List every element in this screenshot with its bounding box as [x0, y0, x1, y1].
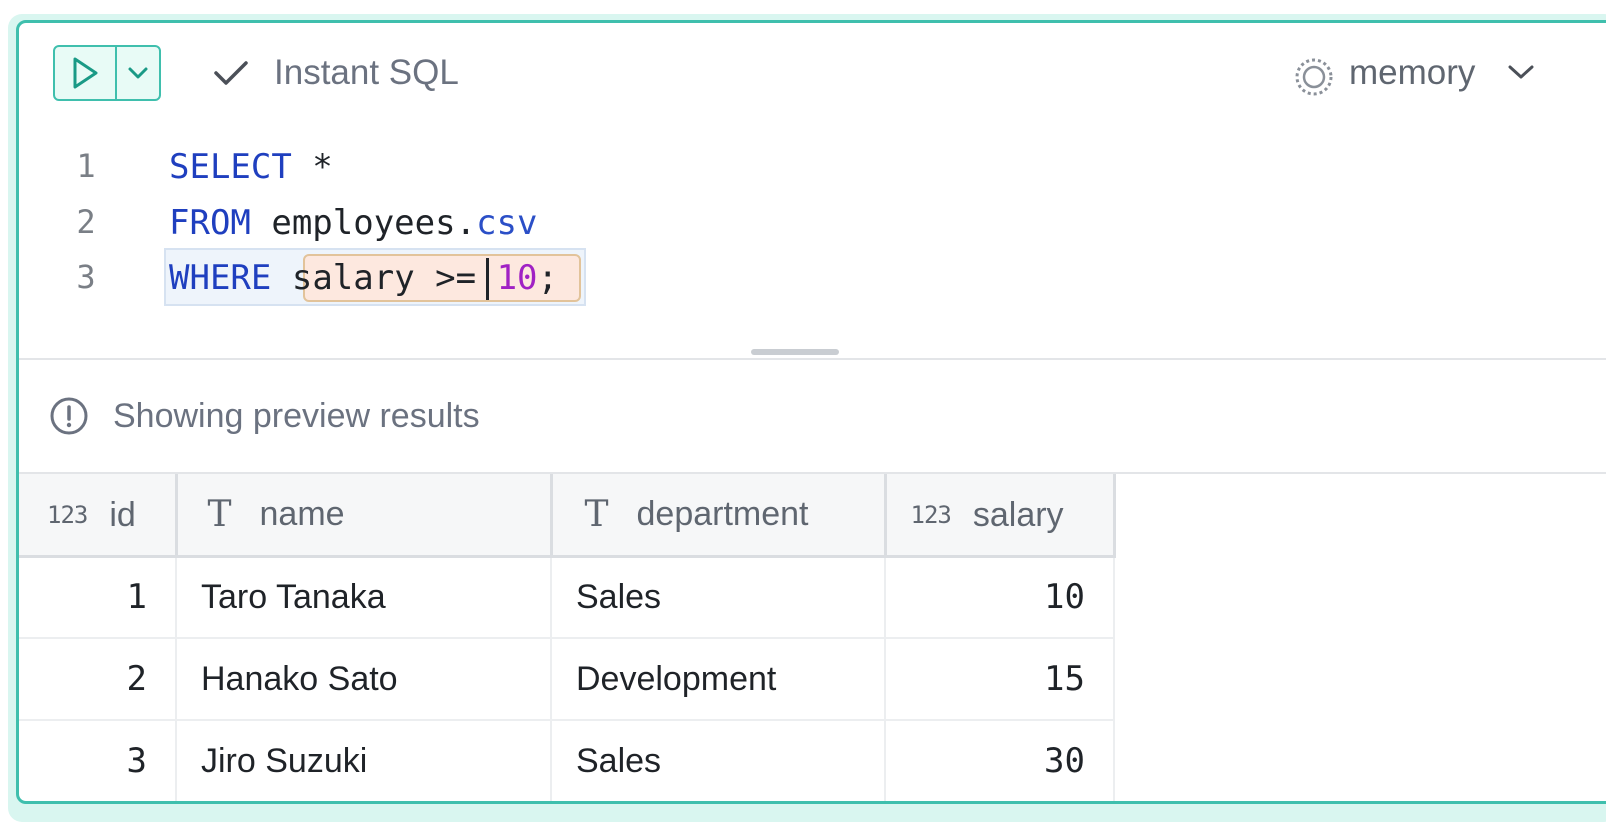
- cell-name: Hanako Sato: [176, 638, 552, 721]
- cell-salary: 30: [885, 720, 1115, 801]
- column-label: salary: [972, 495, 1064, 534]
- number-type-icon: 123: [910, 501, 952, 529]
- column-label: id: [109, 495, 136, 534]
- cell-id: 1: [19, 556, 177, 639]
- cell-id: 2: [19, 638, 177, 721]
- column-label: name: [259, 495, 345, 533]
- cell-id: 3: [19, 720, 177, 801]
- code-text: SELECT *: [169, 147, 333, 187]
- condition-highlight[interactable]: [303, 254, 581, 302]
- database-selector[interactable]: memory: [1349, 53, 1476, 92]
- chevron-down-icon: [128, 67, 148, 79]
- resize-handle[interactable]: [751, 349, 839, 355]
- column-header-id[interactable]: 123 id: [19, 474, 178, 558]
- table-row[interactable]: 1 Taro Tanaka Sales 10: [19, 556, 1115, 639]
- cell-name: Jiro Suzuki: [176, 720, 552, 801]
- code-text: FROM employees.csv: [169, 203, 537, 243]
- divider: [19, 472, 1606, 474]
- column-label: department: [636, 495, 809, 533]
- sql-keyword: WHERE: [169, 258, 272, 298]
- table-row[interactable]: 2 Hanako Sato Development 15: [19, 638, 1115, 721]
- code-line-3: 3 WHERE salary >= 10;: [19, 248, 1606, 306]
- code-line-2: 2 FROM employees.csv: [19, 197, 1606, 247]
- database-status-icon: [1295, 58, 1333, 96]
- divider: [19, 358, 1606, 360]
- chevron-down-icon[interactable]: [1507, 63, 1535, 81]
- sql-keyword: FROM: [169, 203, 251, 243]
- line-number: 1: [76, 147, 96, 185]
- preview-notice: Showing preview results: [113, 397, 480, 435]
- run-button[interactable]: [55, 47, 117, 99]
- cell-department: Sales: [551, 556, 886, 639]
- text-type-icon: T: [584, 494, 609, 535]
- info-icon: [50, 397, 88, 435]
- cell-name: Taro Tanaka: [176, 556, 552, 639]
- cell-department: Sales: [551, 720, 886, 801]
- condition-number: 10: [496, 258, 538, 298]
- run-options-dropdown[interactable]: [117, 47, 159, 99]
- file-extension: csv: [476, 203, 538, 243]
- cell-salary: 10: [885, 556, 1115, 639]
- text-type-icon: T: [207, 494, 232, 535]
- table-identifier: employees.: [250, 203, 477, 243]
- column-header-salary[interactable]: 123 salary: [885, 474, 1116, 558]
- number-type-icon: 123: [47, 501, 88, 529]
- cell-department: Development: [551, 638, 886, 721]
- text-cursor: [486, 258, 489, 300]
- line-number: 2: [76, 203, 96, 241]
- check-icon: [214, 61, 248, 85]
- play-icon: [73, 57, 98, 89]
- sql-editor[interactable]: 1 SELECT * 2 FROM employees.csv 3 WHERE …: [19, 133, 1606, 353]
- cell-salary: 15: [885, 638, 1115, 721]
- table-row[interactable]: 3 Jiro Suzuki Sales 30: [19, 720, 1115, 801]
- code-line-1: 1 SELECT *: [19, 141, 1606, 191]
- instant-sql-toggle[interactable]: Instant SQL: [274, 53, 459, 92]
- line-number: 3: [76, 258, 96, 296]
- condition-column: salary >: [291, 258, 456, 298]
- code-text: WHERE salary >= 10;: [169, 258, 558, 298]
- condition-operator: =: [455, 258, 497, 298]
- sql-keyword: SELECT: [169, 147, 292, 187]
- sql-cell: Instant SQL memory 1 SELECT * 2 FROM emp…: [16, 20, 1606, 804]
- sql-token: *: [291, 147, 333, 187]
- statement-terminator: ;: [537, 258, 558, 298]
- run-button-group: [53, 45, 161, 101]
